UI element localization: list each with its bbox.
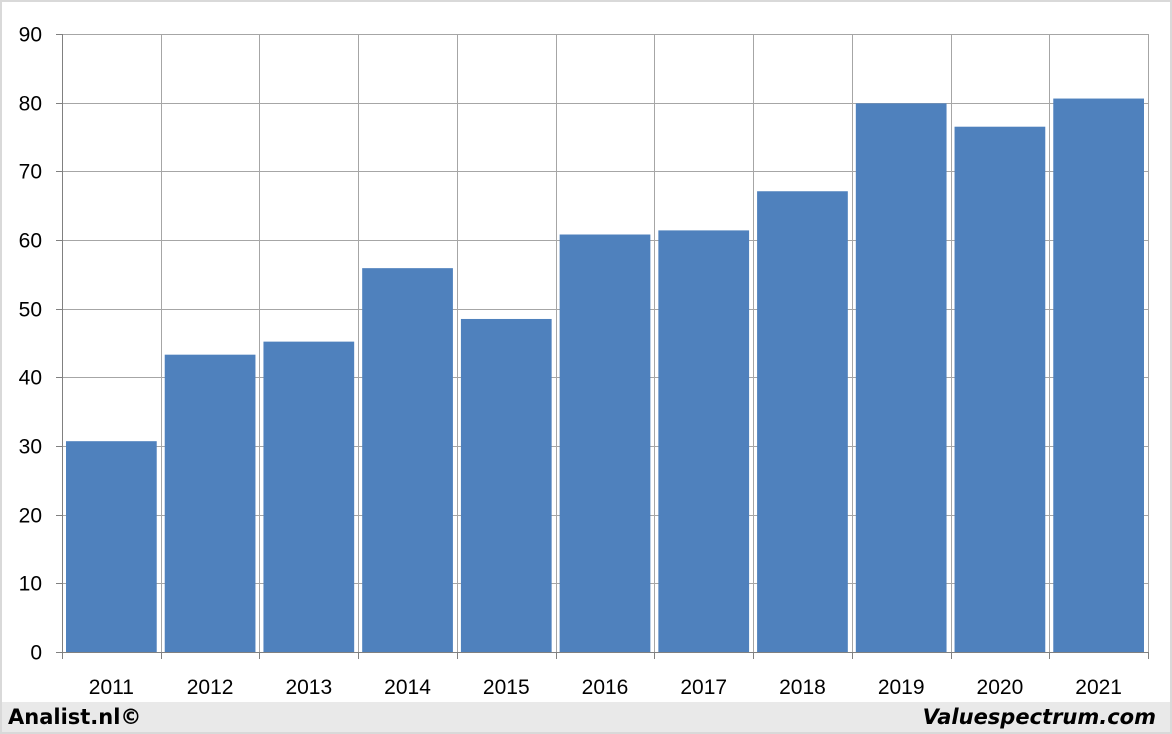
y-tick-label: 20 [19,505,42,528]
bar-2016 [559,234,651,653]
source-credit-left: Analist.nl© [8,705,142,729]
y-tick-label: 10 [19,573,42,596]
x-tick-label: 2011 [89,676,134,699]
bar-2018 [757,191,848,652]
x-tick-label: 2017 [680,676,727,699]
y-tick-label: 60 [19,230,42,253]
bar-2013 [263,341,355,652]
bar-2014 [362,268,453,652]
footer-bar: Analist.nl© Valuespectrum.com [2,702,1170,732]
source-credit-right: Valuespectrum.com [922,705,1156,729]
bar-2020 [954,126,1046,652]
x-tick-label: 2012 [187,676,234,699]
x-tick-label: 2013 [285,676,332,699]
bar-2021 [1053,98,1144,652]
bar-chart: 0 10 20 30 40 50 60 70 80 90 2011 2012 2013 2014 2015… [19,24,1149,699]
bar-2012 [164,354,256,652]
axes [56,34,1149,659]
y-tick-label: 50 [19,299,42,322]
x-tick-label: 2014 [384,676,431,699]
x-tick-label: 2015 [483,676,530,699]
bar-2017 [658,230,750,653]
y-axis-tick-labels: 0 10 20 30 40 50 60 70 80 90 [19,24,42,665]
x-tick-label: 2021 [1075,676,1122,699]
x-tick-label: 2020 [977,676,1024,699]
x-axis-tick-labels: 2011 2012 2013 2014 2015 2016 2017 2018 2019 2020… [89,676,1122,699]
y-tick-label: 40 [19,367,42,390]
bar-2019 [855,103,947,652]
y-tick-label: 80 [19,93,42,116]
y-tick-label: 70 [19,161,42,184]
bar-2015 [460,318,552,652]
x-tick-label: 2018 [779,676,826,699]
y-tick-label: 0 [30,642,42,665]
bar-2011 [66,441,157,652]
x-tick-label: 2016 [582,676,629,699]
x-tick-label: 2019 [878,676,925,699]
y-tick-label: 90 [19,24,42,47]
y-tick-label: 30 [19,436,42,459]
bars [66,98,1144,653]
